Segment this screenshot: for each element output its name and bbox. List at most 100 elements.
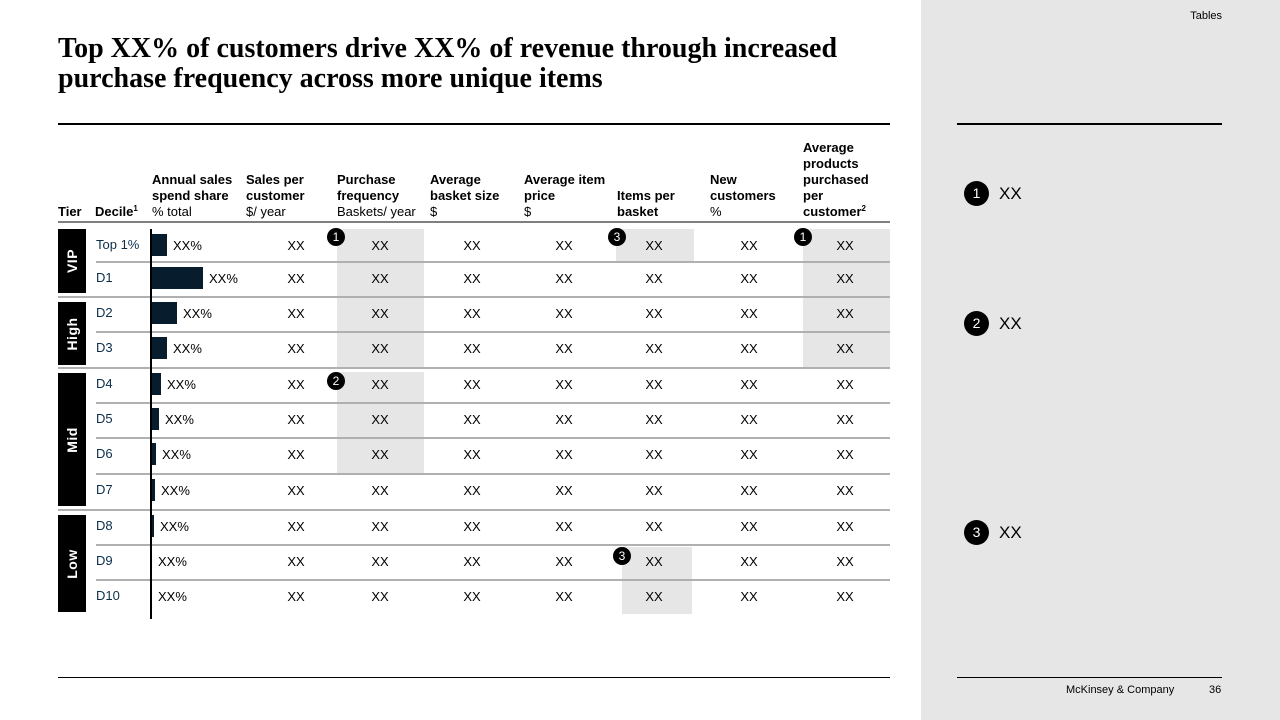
cell-items: XX xyxy=(645,341,663,356)
cell-basket: XX xyxy=(463,271,481,286)
cell-products: XX xyxy=(836,271,854,286)
footnote-badge-1: 1 xyxy=(327,228,345,246)
header-new-customers: New customers% xyxy=(710,172,776,219)
cell-freq: XX xyxy=(371,519,389,534)
cell-sales: XX xyxy=(287,377,305,392)
decile-label: D3 xyxy=(96,340,113,355)
cell-products: XX xyxy=(836,341,854,356)
cell-sales: XX xyxy=(287,341,305,356)
share-bar xyxy=(151,515,154,537)
decile-label: D10 xyxy=(96,588,120,603)
cell-basket: XX xyxy=(463,238,481,253)
cell-price: XX xyxy=(555,447,573,462)
cell-items: XX xyxy=(645,589,663,604)
page-number: 36 xyxy=(1209,684,1222,696)
share-bar xyxy=(151,479,155,501)
footnote-badge-2: 2 xyxy=(327,372,345,390)
cell-price: XX xyxy=(555,271,573,286)
share-value: XX% xyxy=(165,412,194,427)
cell-items: XX xyxy=(645,483,663,498)
title-divider xyxy=(58,123,890,125)
cell-price: XX xyxy=(555,589,573,604)
cell-products: XX xyxy=(836,377,854,392)
cell-sales: XX xyxy=(287,483,305,498)
cell-sales: XX xyxy=(287,589,305,604)
share-bar xyxy=(151,408,159,430)
share-bar xyxy=(151,234,167,256)
cell-new: XX xyxy=(740,238,758,253)
tier-high: High xyxy=(58,302,86,365)
cell-sales: XX xyxy=(287,412,305,427)
footer-divider xyxy=(58,677,890,678)
row-divider xyxy=(96,579,890,581)
row-divider xyxy=(96,437,890,439)
tier-vip: VIP xyxy=(58,229,86,293)
cell-new: XX xyxy=(740,447,758,462)
side-divider-top xyxy=(957,123,1222,125)
header-divider xyxy=(58,221,890,223)
decile-label: D6 xyxy=(96,446,113,461)
decile-label: D8 xyxy=(96,518,113,533)
cell-sales: XX xyxy=(287,306,305,321)
cell-new: XX xyxy=(740,341,758,356)
cell-products: XX xyxy=(836,306,854,321)
row-divider xyxy=(58,296,890,298)
cell-items: XX xyxy=(645,306,663,321)
note-2: 2 XX xyxy=(964,311,1022,336)
section-label: Tables xyxy=(1190,10,1222,22)
cell-price: XX xyxy=(555,377,573,392)
header-avg-products: Average products purchased per customer2 xyxy=(803,140,869,219)
note-1: 1 XX xyxy=(964,181,1022,206)
cell-new: XX xyxy=(740,412,758,427)
share-bar xyxy=(151,267,203,289)
decile-label: D9 xyxy=(96,553,113,568)
row-divider xyxy=(96,261,890,263)
decile-label: D2 xyxy=(96,305,113,320)
cell-products: XX xyxy=(836,519,854,534)
cell-basket: XX xyxy=(463,412,481,427)
footnote-badge-1: 1 xyxy=(794,228,812,246)
cell-items: XX xyxy=(645,412,663,427)
cell-freq: XX xyxy=(371,412,389,427)
cell-products: XX xyxy=(836,554,854,569)
cell-products: XX xyxy=(836,238,854,253)
share-bar xyxy=(151,443,156,465)
cell-price: XX xyxy=(555,341,573,356)
cell-items: XX xyxy=(645,554,663,569)
cell-new: XX xyxy=(740,554,758,569)
cell-basket: XX xyxy=(463,306,481,321)
cell-freq: XX xyxy=(371,306,389,321)
cell-sales: XX xyxy=(287,519,305,534)
cell-price: XX xyxy=(555,483,573,498)
footnote-badge-3: 3 xyxy=(608,228,626,246)
cell-freq: XX xyxy=(371,238,389,253)
share-value: XX% xyxy=(162,447,191,462)
decile-label: Top 1% xyxy=(96,237,140,252)
share-bar xyxy=(151,373,161,395)
row-divider xyxy=(96,331,890,333)
cell-products: XX xyxy=(836,447,854,462)
cell-new: XX xyxy=(740,306,758,321)
highlight-frequency-top xyxy=(337,229,424,368)
decile-label: D7 xyxy=(96,482,113,497)
share-value: XX% xyxy=(209,271,238,286)
cell-sales: XX xyxy=(287,238,305,253)
cell-items: XX xyxy=(645,238,663,253)
cell-price: XX xyxy=(555,238,573,253)
cell-basket: XX xyxy=(463,447,481,462)
highlight-products-top xyxy=(803,229,890,368)
tier-low: Low xyxy=(58,515,86,612)
header-tier: Tier xyxy=(58,204,82,219)
cell-freq: XX xyxy=(371,589,389,604)
share-value: XX% xyxy=(173,238,202,253)
share-bar xyxy=(151,337,167,359)
share-value: XX% xyxy=(158,554,187,569)
cell-new: XX xyxy=(740,377,758,392)
side-footer-divider xyxy=(957,677,1222,678)
share-value: XX% xyxy=(167,377,196,392)
cell-price: XX xyxy=(555,554,573,569)
row-divider xyxy=(96,473,890,475)
header-annual-share: Annual sales spend share% total xyxy=(152,172,233,219)
footnote-badge-3: 3 xyxy=(613,547,631,565)
cell-products: XX xyxy=(836,412,854,427)
